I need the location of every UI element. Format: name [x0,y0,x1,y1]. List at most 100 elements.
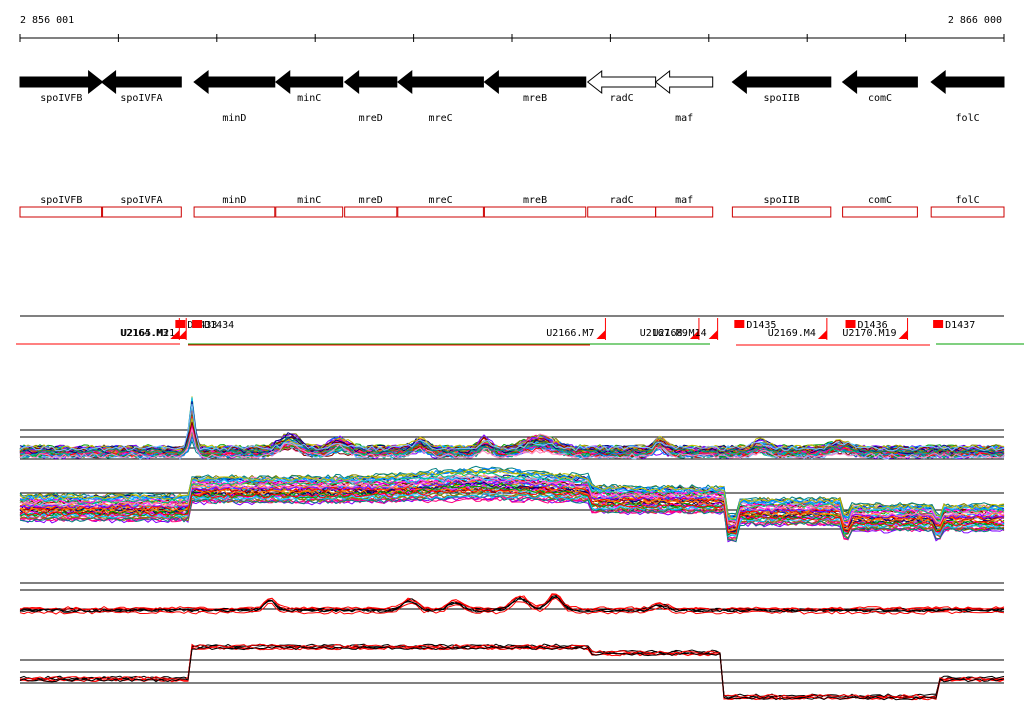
gene-arrow-spoivfa[interactable] [100,69,182,95]
expression-trace [19,495,1005,543]
gene-box-mred[interactable] [344,206,398,218]
gene-box-label: comC [868,195,892,206]
gene-arrow-label: spoIVFA [120,93,162,104]
gene-arrow-label: folC [956,113,980,124]
feature-mark-d1433[interactable] [175,320,186,328]
feature-mark-u2170.m19[interactable] [898,330,908,339]
aggregate-trace [19,594,1005,613]
gene-box-spoivfa[interactable] [101,206,182,218]
expression-trace [19,486,1005,534]
feature-mark-d1434[interactable] [192,320,203,328]
expression-trace [19,403,1005,452]
gene-box-label: spoIIB [764,195,800,206]
expression-trace [19,478,1005,522]
gene-arrow-mind[interactable] [193,69,276,95]
aggregate-trace [19,643,1005,698]
expression-trace [19,491,1005,541]
feature-track: U2165.M21 D1433 U2164.M3 D1434 U2166.M7 U2167… [16,315,1024,346]
feature-mark-u2166.m7[interactable] [596,330,606,339]
gene-arrow-minc[interactable] [274,69,344,95]
gene-arrow-mrec[interactable] [396,69,484,95]
gene-box-label: minD [222,195,246,206]
expression-trace [19,428,1005,459]
feature-mark-u2164.m3[interactable] [170,330,180,339]
feature-mark-d1437[interactable] [933,320,944,328]
expression-trace [19,479,1005,530]
gene-box-label: mreC [429,195,453,206]
feature-mark-u2169.m4[interactable] [817,330,827,339]
gene-box-label: folC [956,195,980,206]
feature-mark-d1436[interactable] [845,320,856,328]
gene-arrow-folc[interactable] [930,69,1005,95]
feature-label: U2167.M9 [640,328,688,339]
gene-arrow-radc[interactable] [586,69,657,95]
gene-arrow-mred[interactable] [343,69,398,95]
gene-box-label: spoIVFB [40,195,82,206]
gene-box-mrec[interactable] [397,206,484,218]
feature-label: D1436 [858,320,888,331]
feature-label: U2166.M7 [546,328,594,339]
gene-box-label: mreD [359,195,383,206]
gene-box-label: maf [675,195,693,206]
gene-arrow-spoiib[interactable] [731,69,832,95]
gene-arrow-mreb[interactable] [483,69,587,95]
gene-box-comc[interactable] [842,206,918,218]
gene-box-label: spoIVFA [120,195,162,206]
gene-arrow-label: comC [868,93,892,104]
expression-trace [19,488,1005,535]
gene-box-spoiib[interactable] [731,206,832,218]
feature-label: U2165.M21 [121,328,175,339]
gene-box-mreb[interactable] [483,206,587,218]
gene-arrow-track: spoIVFB spoIVFA minD minC mreD mreC mreB radC ma… [19,69,1005,124]
gene-box-minc[interactable] [275,206,344,218]
gene-box-mind[interactable] [193,206,276,218]
feature-mark-u2168.m14[interactable] [708,330,718,339]
gene-arrow-comc[interactable] [841,69,918,95]
gene-arrow-label: minD [222,113,246,124]
gene-arrow-label: mreB [523,93,547,104]
feature-mark-u2167.m9[interactable] [689,330,699,339]
feature-mark-d1435[interactable] [734,320,745,328]
aggregate-trace [19,643,1005,699]
gene-arrow-label: spoIIB [764,93,800,104]
feature-label: U2169.M4 [768,328,816,339]
expression-trace-panel-bottom [19,582,1005,701]
aggregate-trace [19,646,1005,701]
expression-trace [19,471,1005,522]
gene-box-maf[interactable] [655,206,714,218]
expression-trace [19,468,1005,518]
gene-arrow-maf[interactable] [654,69,714,95]
gene-arrow-label: radC [610,93,634,104]
feature-label: U2168.M14 [652,328,706,339]
gene-box-track: spoIVFB spoIVFA minD minC mreD mreC mreB radC ma… [19,195,1005,218]
gene-arrow-label: spoIVFB [40,93,82,104]
expression-trace [19,469,1004,520]
ruler-start-label: 2 856 001 [20,15,74,26]
feature-label: U2164.M3 [120,328,168,339]
expression-trace [19,428,1005,454]
expression-trace [19,435,1005,458]
feature-label: D1437 [945,320,975,331]
gene-box-radc[interactable] [587,206,657,218]
gene-arrow-spoivfb[interactable] [19,69,104,95]
coordinate-ruler: 2 856 001 2 866 000 [19,15,1005,42]
expression-trace [19,477,1005,528]
gene-box-label: minC [297,195,321,206]
expression-trace [19,429,1005,454]
gene-arrow-label: mreD [359,113,383,124]
ruler-end-label: 2 866 000 [948,15,1002,26]
gene-box-label: mreB [523,195,547,206]
aggregate-trace [19,646,1005,701]
gene-arrow-label: mreC [429,113,453,124]
gene-box-folc[interactable] [930,206,1005,218]
feature-label: D1433 [187,320,217,331]
gene-arrow-label: maf [675,113,693,124]
aggregate-trace [19,646,1005,701]
feature-label: U2170.M19 [842,328,896,339]
feature-label: D1434 [204,320,234,331]
aggregate-trace [19,593,1005,611]
gene-box-spoivfb[interactable] [19,206,104,218]
gene-box-label: radC [610,195,634,206]
expression-trace-panel-top [19,396,1005,543]
